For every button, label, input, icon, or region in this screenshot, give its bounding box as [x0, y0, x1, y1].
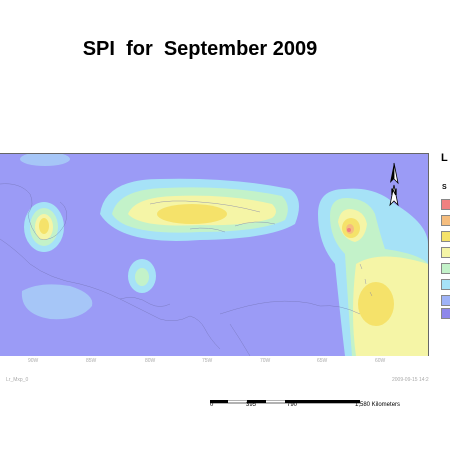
scale-label: 790: [287, 402, 298, 408]
legend-swatch: [441, 279, 450, 290]
legend-swatch: [441, 247, 450, 258]
coastlines: [0, 183, 373, 356]
scale-label: 0: [210, 402, 214, 408]
longitude-label: 60W: [375, 358, 386, 364]
anomaly-yucatan: [24, 202, 64, 252]
legend-subtitle: S: [442, 184, 447, 191]
longitude-label: 80W: [145, 358, 156, 364]
scale-label: 1,580 Kilometers: [355, 402, 401, 408]
longitude-label: 85W: [86, 358, 97, 364]
north-arrow-icon: N: [389, 162, 399, 207]
longitude-label: 70W: [260, 358, 271, 364]
north-arrow-label: N: [391, 187, 398, 197]
legend-swatch: [441, 215, 450, 226]
scale-label: 395: [246, 402, 257, 408]
scale-bar: [210, 400, 360, 404]
longitude-label: 75W: [202, 358, 213, 364]
footer-timestamp: 2009-09-15 14:2: [392, 377, 429, 383]
longitude-label: 90W: [28, 358, 39, 364]
anomaly-blob-top: [20, 154, 70, 166]
legend-swatch: [441, 295, 450, 306]
map-title: SPI for September 2009: [82, 38, 318, 60]
footer-source-label: Lr_Mxp_0: [6, 377, 29, 383]
anomaly-east: [318, 188, 428, 356]
longitude-label: 65W: [317, 358, 328, 364]
spi-map: [0, 153, 429, 356]
anomaly-caribbean: [100, 178, 299, 241]
spi-map-svg: [0, 154, 428, 356]
anomaly-small-mid: [128, 259, 156, 293]
anomaly-lower-left: [21, 284, 93, 320]
legend-swatch: [441, 263, 450, 274]
legend-swatch: [441, 308, 450, 319]
legend-swatch: [441, 199, 450, 210]
legend-swatch: [441, 231, 450, 242]
legend-title: L: [441, 152, 448, 164]
